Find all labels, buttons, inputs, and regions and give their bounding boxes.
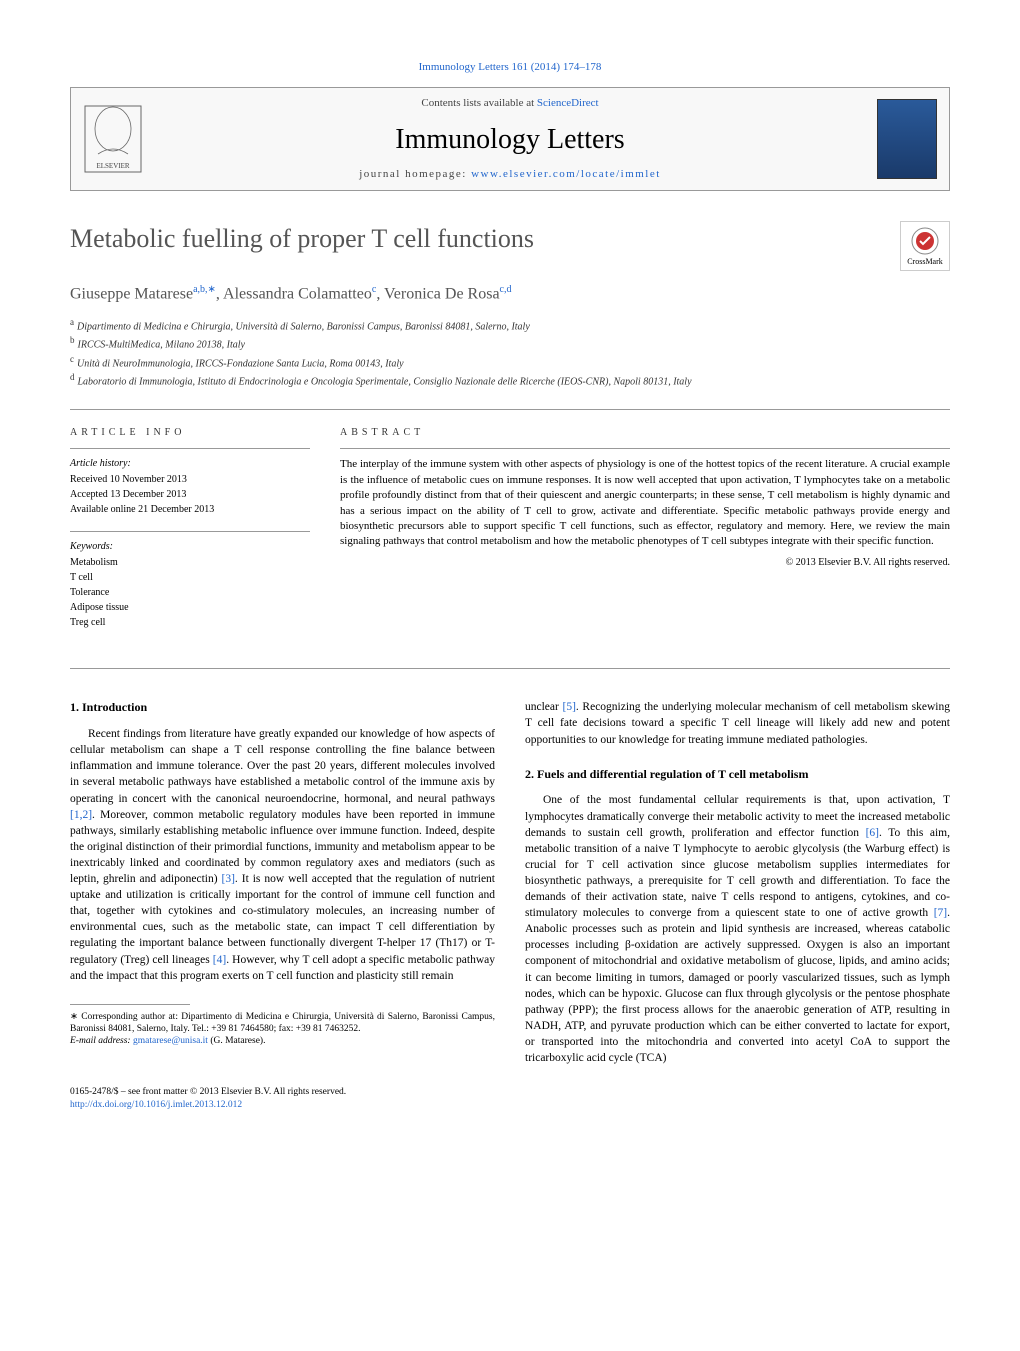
- keyword: Adipose tissue: [70, 601, 310, 615]
- sciencedirect-link[interactable]: ScienceDirect: [537, 97, 599, 109]
- corresponding-author-footnote: ∗ Corresponding author at: Dipartimento …: [70, 1011, 495, 1048]
- section-2-paragraph: One of the most fundamental cellular req…: [525, 792, 950, 1066]
- keyword: Tolerance: [70, 586, 310, 600]
- journal-reference: Immunology Letters 161 (2014) 174–178: [70, 60, 950, 75]
- online-date: Available online 21 December 2013: [70, 503, 310, 517]
- citation-link[interactable]: [5]: [562, 701, 575, 713]
- contents-available: Contents lists available at ScienceDirec…: [163, 96, 857, 111]
- authors-line: Giuseppe Mataresea,b,∗, Alessandra Colam…: [70, 283, 950, 306]
- keyword: T cell: [70, 571, 310, 585]
- abstract-heading: ABSTRACT: [340, 426, 950, 440]
- journal-name: Immunology Letters: [163, 120, 857, 159]
- section-2-heading: 2. Fuels and differential regulation of …: [525, 766, 950, 783]
- abstract-text: The interplay of the immune system with …: [340, 448, 950, 549]
- section-1-continuation: unclear [5]. Recognizing the underlying …: [525, 699, 950, 747]
- keyword: Metabolism: [70, 556, 310, 570]
- citation-link[interactable]: [7]: [934, 907, 947, 919]
- article-title: Metabolic fuelling of proper T cell func…: [70, 221, 534, 257]
- article-info: ARTICLE INFO Article history: Received 1…: [70, 426, 310, 644]
- page-footer: 0165-2478/$ – see front matter © 2013 El…: [70, 1086, 950, 1113]
- section-1-paragraph: Recent findings from literature have gre…: [70, 726, 495, 984]
- keywords-label: Keywords:: [70, 540, 310, 554]
- journal-ref-link[interactable]: Immunology Letters 161 (2014) 174–178: [419, 61, 602, 73]
- citation-link[interactable]: [3]: [222, 873, 235, 885]
- citation-link[interactable]: [1,2]: [70, 809, 92, 821]
- divider: [70, 668, 950, 669]
- homepage-link[interactable]: www.elsevier.com/locate/immlet: [471, 168, 661, 180]
- journal-header: ELSEVIER Contents lists available at Sci…: [70, 87, 950, 191]
- body-column-left: 1. Introduction Recent findings from lit…: [70, 699, 495, 1066]
- svg-text:ELSEVIER: ELSEVIER: [96, 162, 129, 170]
- accepted-date: Accepted 13 December 2013: [70, 488, 310, 502]
- body-column-right: unclear [5]. Recognizing the underlying …: [525, 699, 950, 1066]
- history-label: Article history:: [70, 457, 310, 471]
- elsevier-logo-icon: ELSEVIER: [83, 104, 143, 174]
- keyword: Treg cell: [70, 616, 310, 630]
- email-link[interactable]: gmatarese@unisa.it: [133, 1036, 208, 1046]
- issn-line: 0165-2478/$ – see front matter © 2013 El…: [70, 1086, 950, 1099]
- divider: [70, 409, 950, 410]
- journal-cover-icon: [877, 99, 937, 179]
- journal-homepage: journal homepage: www.elsevier.com/locat…: [163, 167, 857, 182]
- affiliations: aDipartimento di Medicina e Chirurgia, U…: [70, 316, 950, 389]
- crossmark-icon: [910, 226, 940, 256]
- abstract-copyright: © 2013 Elsevier B.V. All rights reserved…: [340, 556, 950, 570]
- crossmark-badge[interactable]: CrossMark: [900, 221, 950, 271]
- citation-link[interactable]: [6]: [866, 827, 879, 839]
- footnote-divider: [70, 1004, 190, 1005]
- doi-link[interactable]: http://dx.doi.org/10.1016/j.imlet.2013.1…: [70, 1100, 242, 1110]
- received-date: Received 10 November 2013: [70, 473, 310, 487]
- article-info-heading: ARTICLE INFO: [70, 426, 310, 440]
- citation-link[interactable]: [4]: [213, 954, 226, 966]
- section-1-heading: 1. Introduction: [70, 699, 495, 716]
